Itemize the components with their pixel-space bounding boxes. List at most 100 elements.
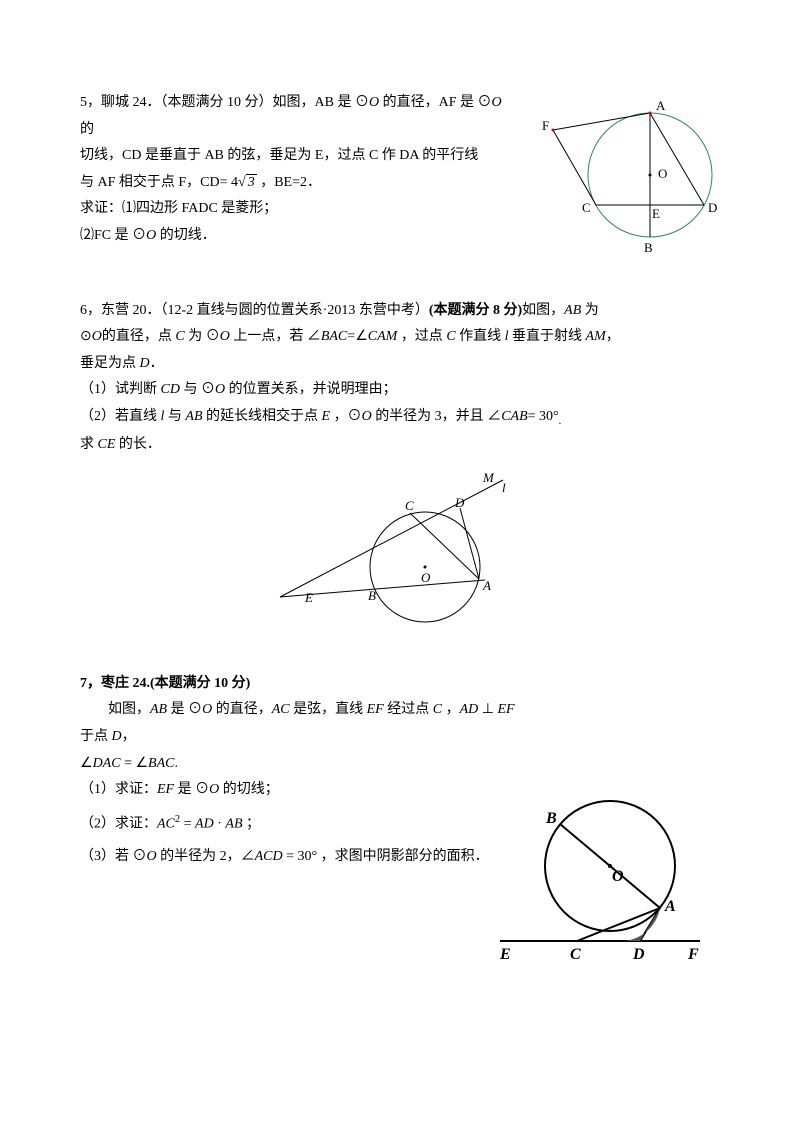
t: ， — [442, 702, 460, 717]
AB: AB — [150, 702, 167, 717]
t: 垂足为点 — [80, 356, 140, 371]
rad: 3 — [246, 174, 257, 190]
BAC: BAC — [321, 329, 347, 344]
lbl-A: A — [656, 98, 666, 113]
p5-line2: 切线，CD 是垂直于 AB 的弦，垂足为 E，过点 C 作 DA 的平行线 — [80, 143, 510, 170]
t: ，过点 — [397, 329, 446, 344]
sub: . — [559, 416, 562, 427]
problem-7: 7，枣庄 24.(本题满分 10 分) 如图，AB 是 ⊙O 的直径，AC 是弦… — [80, 671, 720, 1031]
problem-6: 6，东营 20．（12-2 直线与圆的位置关系·2013 东营中考）(本题满分 … — [80, 298, 720, 643]
t: 的半径为 3，并且 ∠ — [372, 409, 502, 424]
svg-text:O: O — [421, 570, 431, 585]
problem-5: 5，聊城 24．（本题满分 10 分）如图，AB 是 ⊙O 的直径，AF 是 ⊙… — [80, 90, 720, 250]
t: 经过点 — [384, 702, 433, 717]
svg-text:A: A — [664, 898, 676, 915]
AB: AB — [564, 303, 581, 318]
p5-text: 5，聊城 24．（本题满分 10 分）如图，AB 是 ⊙O 的直径，AF 是 ⊙… — [80, 90, 510, 250]
CAB: CAB — [501, 409, 527, 424]
p6-figure: M l D C A B E O — [80, 462, 720, 643]
O: O — [362, 409, 372, 424]
C: C — [433, 702, 442, 717]
t: ； — [243, 816, 261, 831]
eq: = — [180, 816, 195, 831]
t: 的位置关系，并说明理由； — [225, 382, 397, 397]
svg-text:l: l — [502, 480, 506, 495]
ACD: ACD — [255, 849, 283, 864]
p6-q2: （2）若直线 l 与 AB 的延长线相交于点 E ，⊙O 的半径为 3，并且 ∠… — [80, 404, 720, 432]
sqrt: 3 — [238, 170, 257, 197]
lbl-B: B — [644, 240, 653, 255]
AB: AB — [185, 409, 202, 424]
t: ⑵FC 是 ⊙ — [80, 228, 146, 243]
O: O — [92, 329, 102, 344]
t: 与 — [164, 409, 185, 424]
ang: ∠ — [355, 329, 368, 344]
p6-line1: 6，东营 20．（12-2 直线与圆的位置关系·2013 东营中考）(本题满分 … — [80, 298, 720, 325]
CD: CD — [161, 382, 180, 397]
t: ， — [606, 329, 620, 344]
t: 于点 — [80, 729, 112, 744]
O: O — [491, 95, 501, 110]
p7-figure: B O A E C D F — [490, 781, 710, 982]
t: （2）求证： — [80, 816, 157, 831]
eq: = — [121, 756, 136, 771]
t: . — [174, 756, 178, 771]
t: ，⊙ — [330, 409, 362, 424]
EF: EF — [157, 782, 174, 797]
svg-text:M: M — [482, 470, 495, 485]
O: O — [369, 95, 379, 110]
t: ， — [122, 729, 136, 744]
t: 的切线． — [156, 228, 216, 243]
p6-q1: （1）试判断 CD 与 ⊙O 的位置关系，并说明理由； — [80, 377, 720, 404]
t: 上一点，若 ∠ — [230, 329, 321, 344]
CE: CE — [98, 437, 116, 452]
t: 如图， — [108, 702, 150, 717]
t: 是弦，直线 — [290, 702, 367, 717]
svg-text:B: B — [545, 810, 557, 827]
t: （3）若 ⊙ — [80, 849, 147, 864]
t: 的直径， — [212, 702, 272, 717]
p5-line4: 求证：⑴四边形 FADC 是菱形； — [80, 196, 510, 223]
t: 求 — [80, 437, 98, 452]
t: 如图， — [522, 303, 564, 318]
t: （2）若直线 — [80, 409, 161, 424]
AD: AD — [195, 816, 214, 831]
ang: ∠ — [135, 756, 148, 771]
p7-q3: （3）若 ⊙O 的半径为 2，∠ACD = 30° ，求图中阴影部分的面积． — [80, 844, 530, 871]
EF: EF — [497, 702, 514, 717]
O: O — [146, 228, 156, 243]
AC: AC — [272, 702, 290, 717]
perp: ⊥ — [478, 702, 497, 717]
svg-text:D: D — [632, 946, 645, 963]
svg-text:B: B — [368, 588, 376, 603]
AD: AD — [460, 702, 479, 717]
p6-line3: 垂足为点 D． — [80, 351, 720, 378]
D: D — [112, 729, 122, 744]
t: 是 ⊙ — [167, 702, 202, 717]
svg-text:C: C — [405, 498, 414, 513]
t: 30° — [536, 409, 559, 424]
BAC: BAC — [148, 756, 174, 771]
EF: EF — [367, 702, 384, 717]
p7-line2: ∠DAC = ∠BAC. — [80, 751, 530, 778]
p7-body: 如图，AB 是 ⊙O 的直径，AC 是弦，直线 EF 经过点 C ，AD ⊥ E… — [80, 697, 530, 870]
AB: AB — [225, 816, 242, 831]
t: ，求图中阴影部分的面积． — [317, 849, 489, 864]
t: 为 — [581, 303, 599, 318]
t: 的 — [80, 122, 94, 137]
O: O — [215, 382, 225, 397]
t: （1）求证： — [80, 782, 157, 797]
p5-figure: A F C D E O B — [530, 80, 730, 271]
O: O — [147, 849, 157, 864]
E: E — [322, 409, 331, 424]
t: 的长． — [115, 437, 161, 452]
p7-q2: （2）求证：AC2 = AD · AB ； — [80, 810, 530, 838]
AC: AC — [157, 816, 175, 831]
svg-text:C: C — [570, 946, 581, 963]
CAM: CAM — [368, 329, 398, 344]
p6-line2: ⊙O的直径，点 C 为 ⊙O 上一点，若 ∠BAC=∠CAM ，过点 C 作直线… — [80, 324, 720, 351]
C: C — [446, 329, 455, 344]
svg-text:D: D — [454, 495, 465, 510]
p5-line5: ⑵FC 是 ⊙O 的切线． — [80, 223, 510, 250]
t: 垂直于射线 — [509, 329, 586, 344]
